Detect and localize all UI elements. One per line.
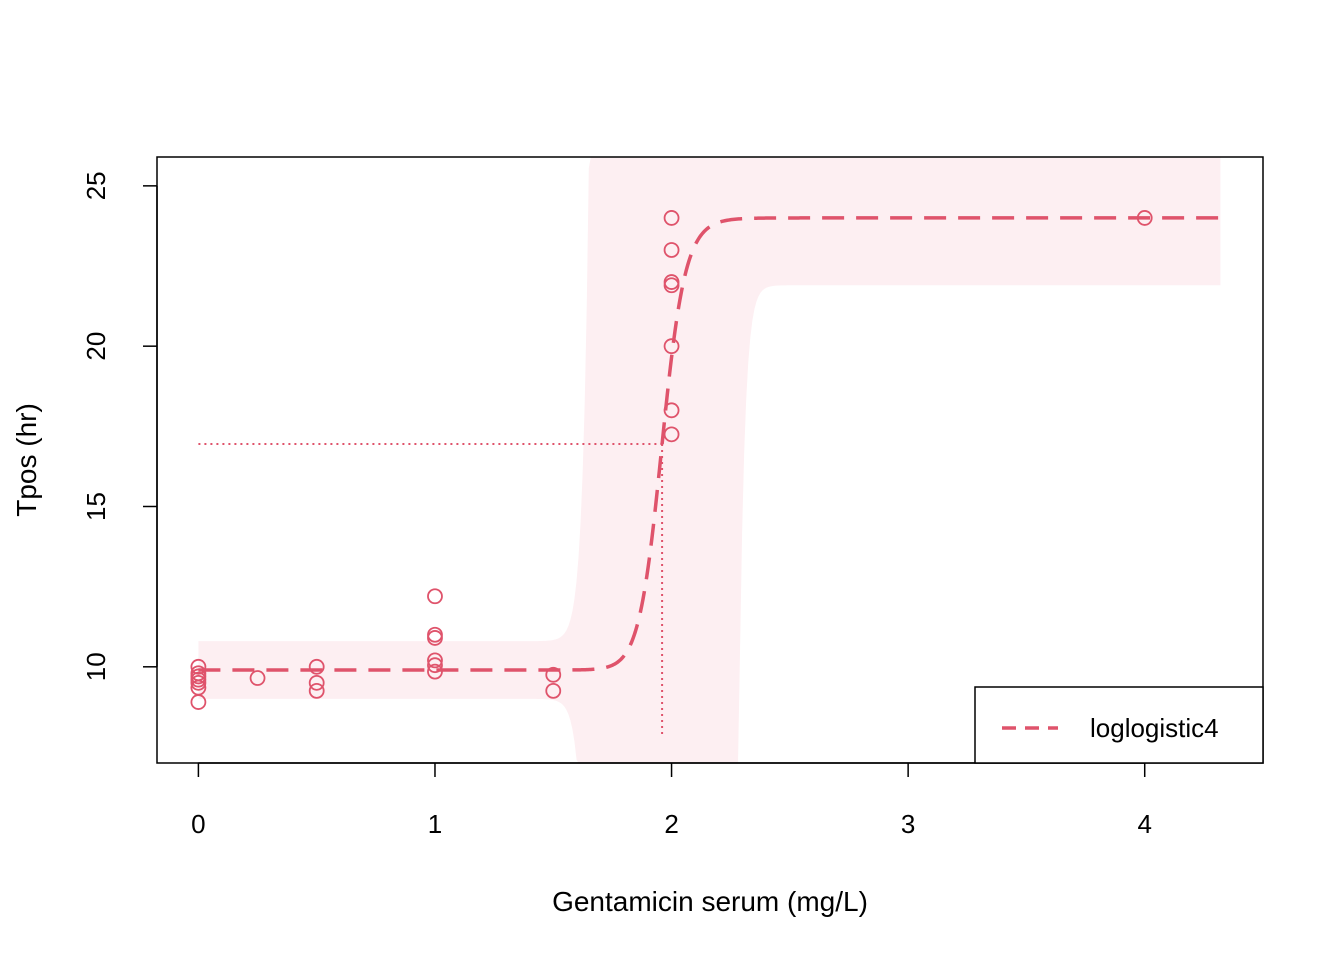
x-tick-label: 4 — [1137, 809, 1151, 839]
data-point — [190, 658, 207, 675]
data-points — [190, 210, 1153, 710]
data-point — [663, 210, 680, 226]
legend: loglogistic4 — [974, 686, 1264, 764]
data-point — [663, 426, 680, 443]
data-point — [249, 670, 266, 686]
data-point — [545, 666, 562, 683]
data-point — [663, 402, 680, 419]
confidence-band — [198, 157, 1221, 763]
x-tick-label: 1 — [428, 809, 442, 839]
legend-box — [974, 686, 1264, 764]
x-tick-label: 3 — [901, 809, 915, 839]
x-tick-label: 0 — [191, 809, 205, 839]
data-point — [663, 277, 680, 294]
fitted-curve-loglogistic4 — [198, 216, 1221, 672]
data-point — [427, 657, 443, 674]
data-point — [427, 626, 443, 643]
reference-lines — [198, 442, 664, 738]
data-point — [427, 588, 443, 605]
data-point — [1136, 210, 1153, 226]
data-point — [190, 674, 207, 691]
data-point — [427, 652, 443, 669]
data-point — [308, 674, 325, 691]
x-axis: 0 1 2 3 4 — [191, 762, 1152, 839]
data-point — [663, 242, 680, 258]
y-axis-title: Tpos (hr) — [11, 403, 42, 517]
confidence-band-area — [198, 157, 1221, 763]
x-tick-label: 2 — [664, 809, 678, 839]
fitted-curve-layer — [198, 216, 1221, 672]
y-tick-label: 15 — [81, 492, 111, 521]
data-point — [190, 694, 207, 710]
y-tick-label: 25 — [81, 171, 111, 200]
x-axis-title: Gentamicin serum (mg/L) — [552, 886, 868, 917]
data-point — [308, 658, 325, 675]
y-tick-label: 10 — [81, 652, 111, 681]
data-point — [545, 682, 562, 699]
data-point — [427, 663, 443, 680]
data-point — [663, 338, 680, 355]
y-tick-label: 20 — [81, 332, 111, 361]
data-point — [427, 630, 443, 646]
data-point — [308, 682, 325, 699]
legend-label: loglogistic4 — [1090, 713, 1219, 743]
y-axis: 10 15 20 25 — [81, 171, 158, 681]
